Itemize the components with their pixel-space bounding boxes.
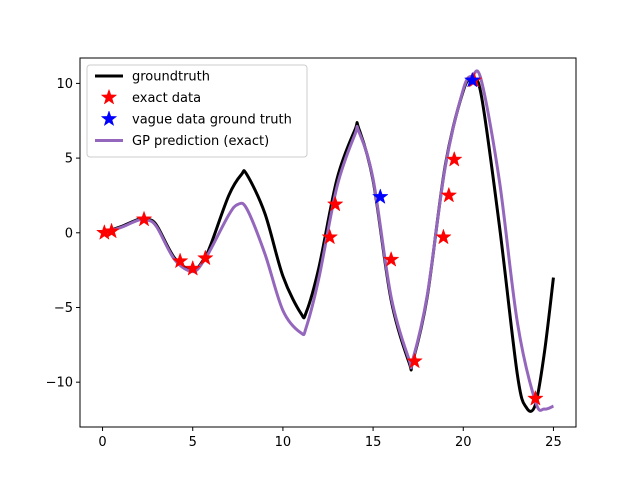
- x-tick-label: 0: [98, 435, 106, 450]
- exact-data-point: [103, 222, 120, 239]
- x-tick-label: 25: [545, 435, 562, 450]
- exact-data-point: [326, 195, 344, 212]
- exact-data-point: [197, 249, 214, 266]
- legend-box: [86, 64, 308, 158]
- legend-swatch-exact-data: [100, 88, 118, 105]
- legend-label-groundtruth: groundtruth: [132, 70, 210, 85]
- x-tick-label: 15: [365, 435, 382, 450]
- y-tick-label: 0: [65, 226, 73, 241]
- exact-data-point: [445, 150, 463, 167]
- exact-data-point: [440, 186, 458, 203]
- marker-layer: [96, 71, 544, 406]
- y-tick-label: 5: [65, 152, 73, 167]
- vague-data-point: [371, 188, 389, 205]
- x-tick-label: 10: [275, 435, 292, 450]
- y-tick-label: −10: [46, 376, 73, 391]
- legend-label-exact-data: exact data: [132, 91, 201, 106]
- legend-label-vague-data-ground-truth: vague data ground truth: [132, 113, 292, 128]
- legend: groundtruth exact data vague data ground t…: [86, 64, 308, 158]
- y-tick-label: 10: [56, 77, 73, 92]
- legend-swatch-vague-data-ground-truth: [100, 110, 118, 127]
- exact-data-point: [184, 259, 202, 276]
- exact-data-point: [135, 210, 153, 227]
- x-tick-label: 20: [455, 435, 472, 450]
- exact-data-point: [171, 252, 189, 269]
- plot-frame: [79, 57, 577, 428]
- exact-data-point: [406, 352, 423, 369]
- y-axis: −10 −5 0 5 10: [46, 77, 80, 391]
- legend-label-gp-prediction-exact: GP prediction (exact): [132, 134, 269, 149]
- x-tick-label: 5: [189, 435, 197, 450]
- exact-data-point: [435, 228, 452, 245]
- vague-data-point: [463, 71, 481, 88]
- exact-data-point: [382, 250, 400, 267]
- exact-data-point: [321, 228, 339, 245]
- exact-data-point: [527, 389, 544, 406]
- x-axis: 0 5 10 15 20 25: [98, 427, 562, 450]
- y-tick-label: −5: [54, 301, 73, 316]
